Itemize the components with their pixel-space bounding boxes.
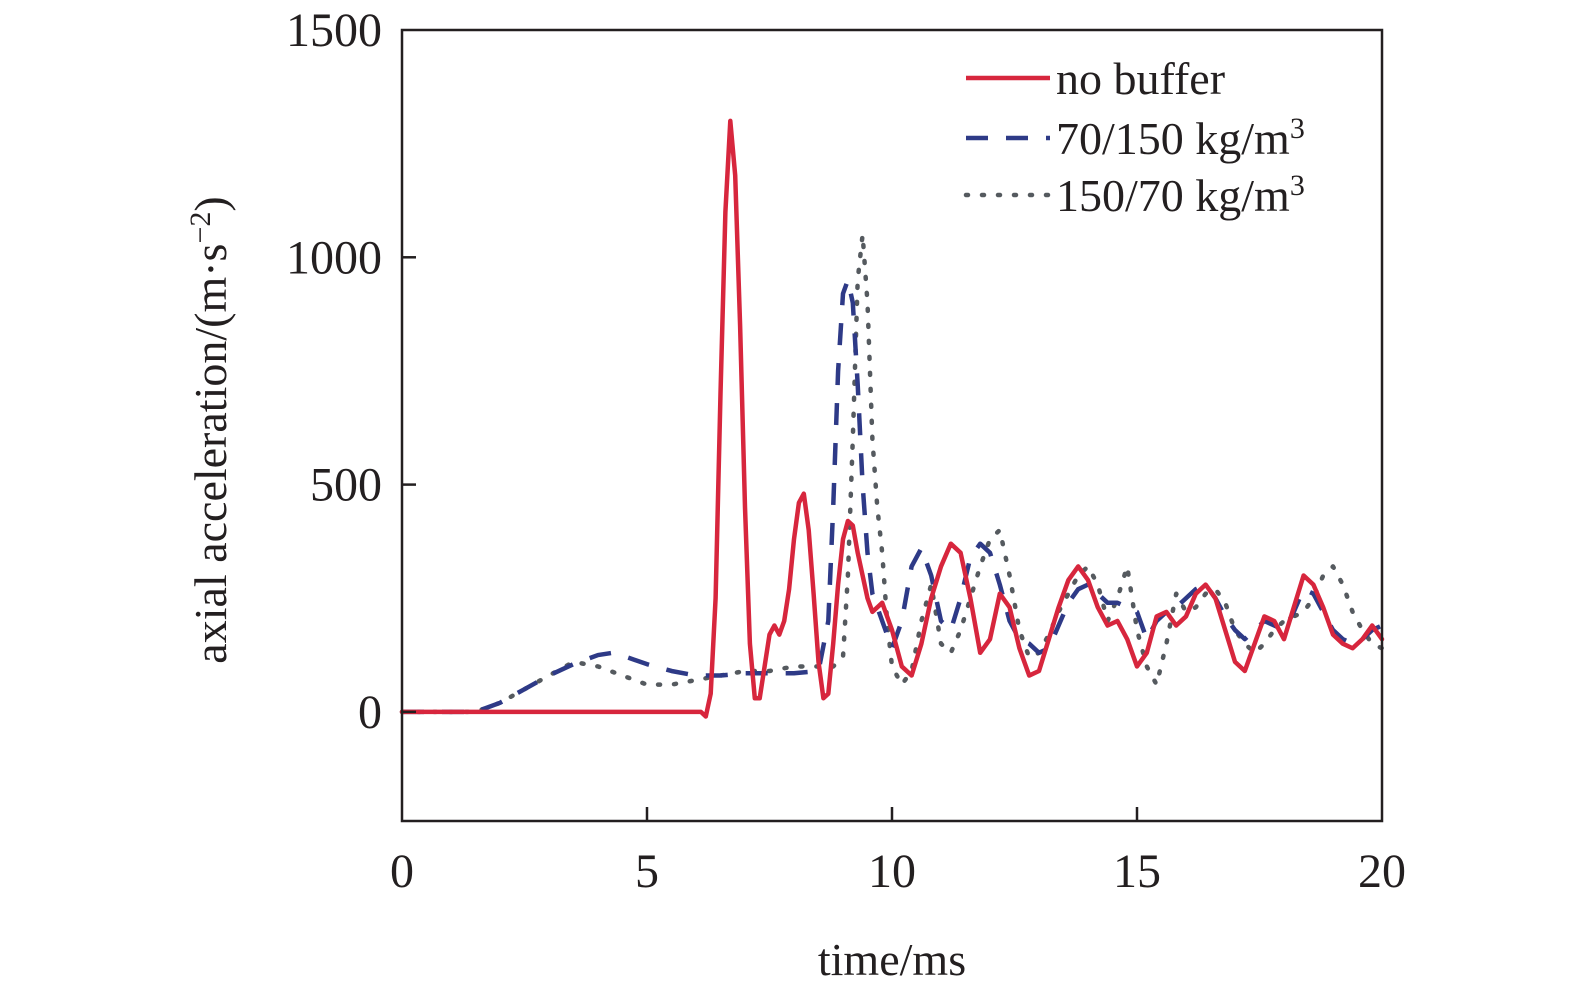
y-axis-label-main: axial acceleration/(m·s <box>185 244 236 664</box>
series-line-150-70-kg-m3 <box>399 232 1385 715</box>
x-tick-label: 20 <box>1358 845 1406 898</box>
legend-label-150-70: 150/70 kg/m3 <box>1056 169 1305 221</box>
x-tick-label: 0 <box>390 845 414 898</box>
legend-item-no-buffer: no buffer <box>966 53 1225 104</box>
series-line-70-150-kg-m3 <box>402 277 1383 715</box>
y-tick-label: 500 <box>310 459 382 512</box>
legend-label-150-70-sup: 3 <box>1290 169 1305 202</box>
x-tick-label: 5 <box>635 845 659 898</box>
y-axis-label-close: ) <box>185 196 236 211</box>
legend-label-no-buffer: no buffer <box>1056 53 1225 104</box>
series-layer <box>399 118 1385 719</box>
legend-item-70-150: 70/150 kg/m3 <box>966 112 1305 164</box>
series-line-no-buffer <box>399 118 1385 719</box>
ticks-layer: 0 5 10 15 20 0 500 1000 1500 <box>286 4 1406 898</box>
legend-item-150-70: 150/70 kg/m3 <box>963 169 1305 221</box>
legend-label-70-150: 70/150 kg/m3 <box>1056 112 1305 164</box>
legend: no buffer 70/150 kg/m3 150/70 kg/m3 <box>963 53 1305 221</box>
legend-label-70-150-main: 70/150 kg/m <box>1056 113 1290 164</box>
y-tick-label: 1500 <box>286 4 382 57</box>
x-tick-label: 10 <box>868 845 916 898</box>
legend-label-70-150-sup: 3 <box>1290 112 1305 145</box>
legend-label-150-70-main: 150/70 kg/m <box>1056 170 1290 221</box>
y-axis-label: axial acceleration/(m·s−2) <box>184 196 236 663</box>
legend-label-no-buffer-main: no buffer <box>1056 53 1225 104</box>
y-tick-label: 1000 <box>286 231 382 284</box>
x-tick-label: 15 <box>1113 845 1161 898</box>
x-axis-label: time/ms <box>818 934 966 985</box>
y-axis-label-sup: −2 <box>184 212 217 244</box>
y-tick-label: 0 <box>358 686 382 739</box>
